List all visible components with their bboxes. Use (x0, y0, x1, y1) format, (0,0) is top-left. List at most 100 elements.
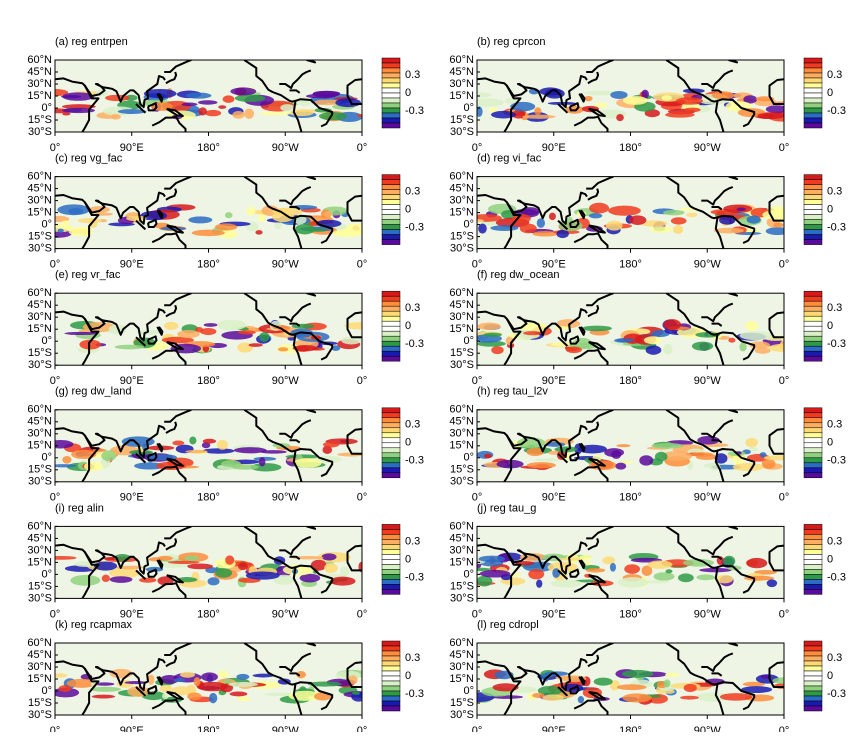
colorbar-box (381, 82, 401, 89)
lat-tick-label: 45°N (27, 299, 52, 311)
field-blob (604, 448, 625, 457)
field-blob (647, 560, 673, 569)
coastline (557, 569, 569, 580)
colorbar-box (381, 290, 401, 297)
field-blob (741, 686, 773, 693)
field-blob (173, 677, 186, 683)
colorbar-box (381, 315, 401, 322)
colorbar-box (803, 239, 823, 245)
colorbar-label: 0 (827, 553, 833, 565)
panel: (g) reg dw_land60°N45°N30°N15°N0°15°S30°… (27, 386, 424, 504)
field-blob (732, 463, 765, 472)
colorbar-label: -0.3 (827, 455, 846, 467)
lon-tick-label: 0° (50, 725, 61, 732)
field-blob (653, 572, 675, 581)
lat-tick-label: 15°N (449, 207, 474, 219)
coastline (135, 336, 147, 347)
lon-tick-label: 180° (619, 725, 642, 732)
lat-tick-label: 60°N (27, 171, 52, 183)
field-blob (680, 695, 699, 700)
panel-title: (i) reg alin (55, 502, 104, 514)
lat-tick-label: 60°N (449, 404, 474, 416)
field-blob (225, 555, 235, 565)
coastline (151, 115, 187, 132)
map (477, 60, 784, 132)
coastline (573, 698, 609, 715)
coastline (477, 194, 522, 249)
colorbar-box (381, 705, 401, 712)
coastline (588, 341, 606, 351)
field-blob (552, 568, 561, 578)
colorbar-label: -0.3 (827, 571, 846, 583)
colorbar-box (803, 574, 823, 580)
colorbar-box (803, 189, 823, 195)
coastline (279, 302, 312, 323)
field-blob (79, 339, 101, 350)
colorbar-label: 0.3 (405, 186, 420, 198)
field-blob (765, 227, 784, 236)
lat-tick-label: 60°N (27, 404, 52, 416)
field-blob (248, 343, 263, 347)
field-blob (536, 218, 546, 228)
lat-tick-label: 30°N (449, 661, 474, 673)
field-blob (89, 686, 122, 692)
coastline (557, 453, 569, 464)
colorbar-box (381, 77, 401, 84)
lon-tick-label: 0° (50, 375, 61, 387)
colorbar-box (803, 700, 823, 707)
coastline (55, 427, 100, 482)
lat-tick-label: 15°S (28, 697, 52, 709)
field-blob (766, 579, 778, 588)
colorbar-box (381, 194, 401, 200)
field-blob (91, 694, 116, 699)
coastline (164, 293, 192, 307)
field-blob (110, 113, 121, 120)
field-blob (187, 563, 213, 570)
lon-tick-label: 90°E (542, 608, 566, 620)
field-blob (477, 92, 492, 98)
lat-tick-label: 30°S (28, 126, 52, 138)
lon-tick-label: 90°W (272, 725, 300, 732)
coastline (701, 652, 734, 672)
colorbar-box (803, 300, 823, 307)
colorbar-box (381, 320, 401, 327)
coastline (346, 311, 362, 339)
colorbar-box (381, 554, 401, 560)
coastline (295, 564, 334, 594)
lat-tick-label: 15°N (27, 673, 52, 685)
coastline (587, 538, 600, 551)
lon-tick-label: 0° (50, 259, 61, 271)
coastline (166, 690, 184, 700)
field-blob (214, 223, 238, 231)
colorbar-box (803, 554, 823, 560)
field-blob (772, 677, 784, 684)
lon-tick-label: 90°W (272, 608, 300, 620)
coastline (711, 206, 723, 211)
colorbar-box (803, 184, 823, 190)
coastline (588, 690, 606, 700)
field-blob (640, 220, 668, 227)
field-blob (685, 212, 698, 218)
lat-tick-label: 30°S (450, 592, 474, 604)
lat-tick-label: 30°N (27, 661, 52, 673)
colorbar-box (803, 350, 823, 357)
lat-tick-label: 15°N (449, 90, 474, 102)
field-blob (341, 336, 362, 345)
field-blob (663, 319, 682, 331)
lat-tick-label: 30°N (27, 195, 52, 207)
lon-tick-label: 0° (779, 492, 790, 504)
coastline (588, 457, 606, 467)
coastline (151, 465, 187, 482)
field-blob (739, 342, 747, 352)
field-blob (483, 332, 502, 337)
colorbar-label: 0.3 (827, 69, 842, 81)
colorbar-box (381, 355, 401, 362)
coastline (728, 643, 739, 647)
colorbar-box (803, 437, 823, 444)
coastline (586, 526, 614, 540)
coastline (728, 293, 739, 297)
field-blob (617, 338, 635, 343)
field-blob (62, 112, 71, 116)
lon-tick-label: 90°W (694, 375, 722, 387)
colorbar-box (381, 102, 401, 109)
